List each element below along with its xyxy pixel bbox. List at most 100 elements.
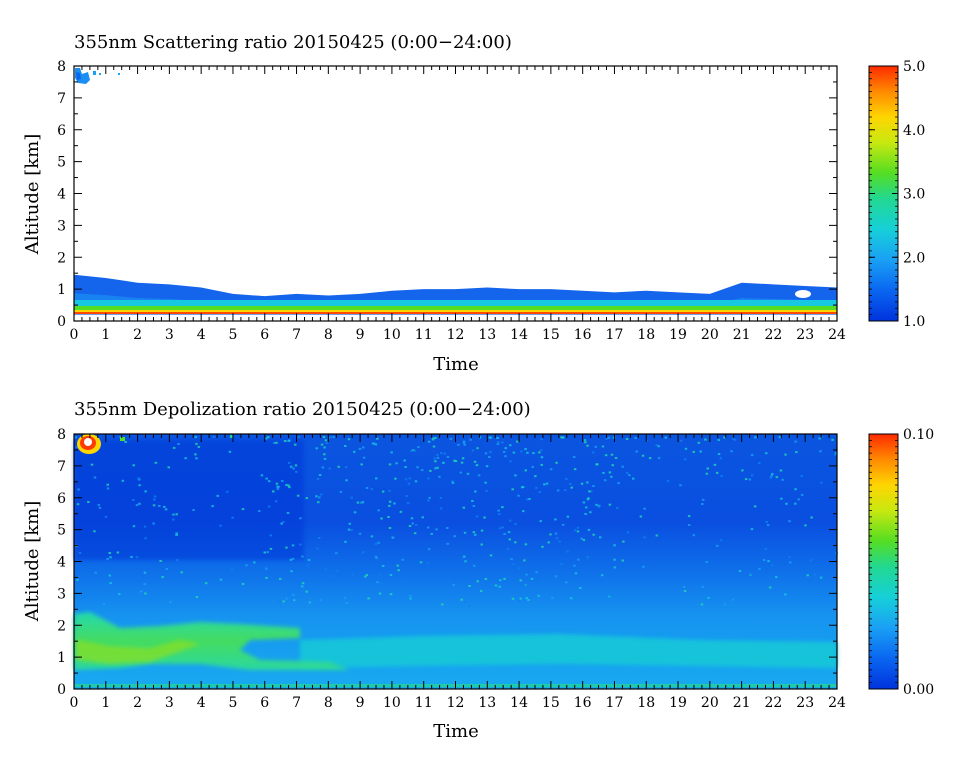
noise-speck (795, 451, 798, 454)
noise-speck (717, 453, 721, 455)
noise-speck (143, 583, 146, 586)
noise-speck (526, 498, 529, 501)
noise-speck (274, 500, 278, 503)
x-tick-label: 18 (637, 695, 655, 711)
noise-speck (118, 593, 121, 596)
noise-speck (679, 484, 682, 487)
panel2-ylabel: Altitude [km] (22, 501, 43, 623)
noise-speck (549, 468, 553, 471)
noise-speck (664, 436, 667, 439)
noise-speck (263, 551, 266, 554)
noise-speck (733, 438, 737, 441)
colorbar-tick-label: 0.10 (903, 427, 934, 443)
noise-speck (713, 463, 717, 466)
x-tick-label: 11 (415, 695, 433, 711)
y-tick-label: 7 (57, 91, 66, 107)
noise-speck (657, 445, 660, 448)
noise-speck (511, 488, 514, 491)
noise-speck (138, 484, 141, 487)
noise-speck (528, 498, 531, 500)
noise-speck (512, 563, 515, 566)
x-tick-label: 9 (356, 327, 365, 343)
noise-speck (175, 513, 178, 516)
colorbar-tick-label: 5.0 (903, 59, 925, 75)
noise-speck (818, 437, 821, 440)
noise-speck (104, 515, 108, 518)
x-tick-label: 12 (447, 327, 465, 343)
noise-speck (573, 564, 576, 567)
noise-speck (388, 500, 392, 503)
noise-speck (301, 585, 304, 588)
noise-speck (109, 582, 112, 585)
noise-speck (364, 575, 367, 578)
noise-speck (394, 477, 397, 480)
noise-speck (158, 505, 161, 507)
noise-speck (135, 556, 139, 559)
noise-speck (748, 478, 752, 481)
noise-speck (337, 465, 340, 468)
noise-speck (639, 515, 643, 518)
noise-speck (439, 497, 443, 500)
noise-speck (459, 471, 462, 474)
x-tick-label: 23 (796, 695, 814, 711)
noise-speck (393, 502, 396, 505)
noise-speck (614, 457, 618, 459)
noise-speck (463, 555, 466, 558)
noise-speck (463, 531, 467, 534)
x-tick-label: 20 (701, 327, 719, 343)
noise-speck (175, 559, 179, 562)
noise-speck (758, 567, 761, 570)
noise-speck (317, 501, 320, 504)
noise-speck (299, 517, 302, 520)
noise-speck (106, 483, 109, 486)
noise-speck (287, 439, 290, 442)
noise-speck (476, 447, 479, 450)
panel1-x-ticks: 0 1 2 3 4 5 6 7 8 9 10 11 12 13 14 15 16 17 18 19 20 21 22 23 24 (70, 66, 846, 343)
noise-speck (427, 548, 431, 551)
noise-speck (592, 485, 595, 487)
noise-speck (175, 532, 178, 535)
noise-speck (485, 465, 489, 468)
noise-speck (554, 532, 558, 535)
noise-speck (621, 559, 624, 562)
noise-speck (765, 521, 768, 523)
noise-speck (439, 507, 443, 510)
x-tick-label: 20 (701, 695, 719, 711)
noise-speck (731, 598, 735, 601)
noise-speck (427, 562, 430, 565)
noise-speck (475, 464, 479, 467)
noise-speck (585, 506, 588, 509)
noise-speck (139, 590, 143, 593)
noise-speck (468, 585, 471, 587)
noise-speck (388, 489, 391, 492)
noise-speck (351, 573, 354, 576)
noise-speck (391, 536, 394, 539)
panel2-colorbar-ramp (868, 433, 899, 690)
colorbar-tick-label: 0.00 (903, 682, 934, 698)
noise-speck (307, 559, 311, 561)
noise-speck (537, 594, 540, 597)
noise-speck (353, 511, 357, 514)
noise-speck (436, 466, 439, 469)
noise-speck (738, 570, 742, 573)
noise-speck (682, 585, 686, 588)
noise-speck (534, 475, 537, 478)
y-tick-label: 1 (57, 650, 66, 666)
x-tick-label: 5 (228, 695, 237, 711)
noise-speck (632, 477, 635, 480)
noise-speck (361, 501, 365, 504)
noise-speck (522, 510, 525, 513)
x-tick-label: 3 (165, 327, 174, 343)
panel2-x-ticks: 0 1 2 3 4 5 6 7 8 9 10 11 12 13 14 15 16 17 18 19 20 21 22 23 24 (70, 434, 846, 711)
noise-speck (794, 502, 797, 505)
noise-speck (754, 436, 757, 439)
noise-speck (519, 597, 522, 600)
x-tick-label: 18 (637, 327, 655, 343)
noise-speck (350, 529, 353, 532)
noise-speck (426, 526, 430, 529)
noise-speck (374, 543, 378, 545)
noise-speck (397, 569, 400, 572)
x-tick-label: 14 (510, 327, 528, 343)
noise-speck (462, 440, 466, 443)
x-tick-label: 19 (669, 695, 687, 711)
